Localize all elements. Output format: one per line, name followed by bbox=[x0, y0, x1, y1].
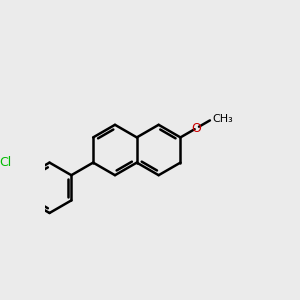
Text: CH₃: CH₃ bbox=[212, 114, 233, 124]
Text: O: O bbox=[191, 122, 201, 135]
Text: Cl: Cl bbox=[0, 156, 12, 169]
